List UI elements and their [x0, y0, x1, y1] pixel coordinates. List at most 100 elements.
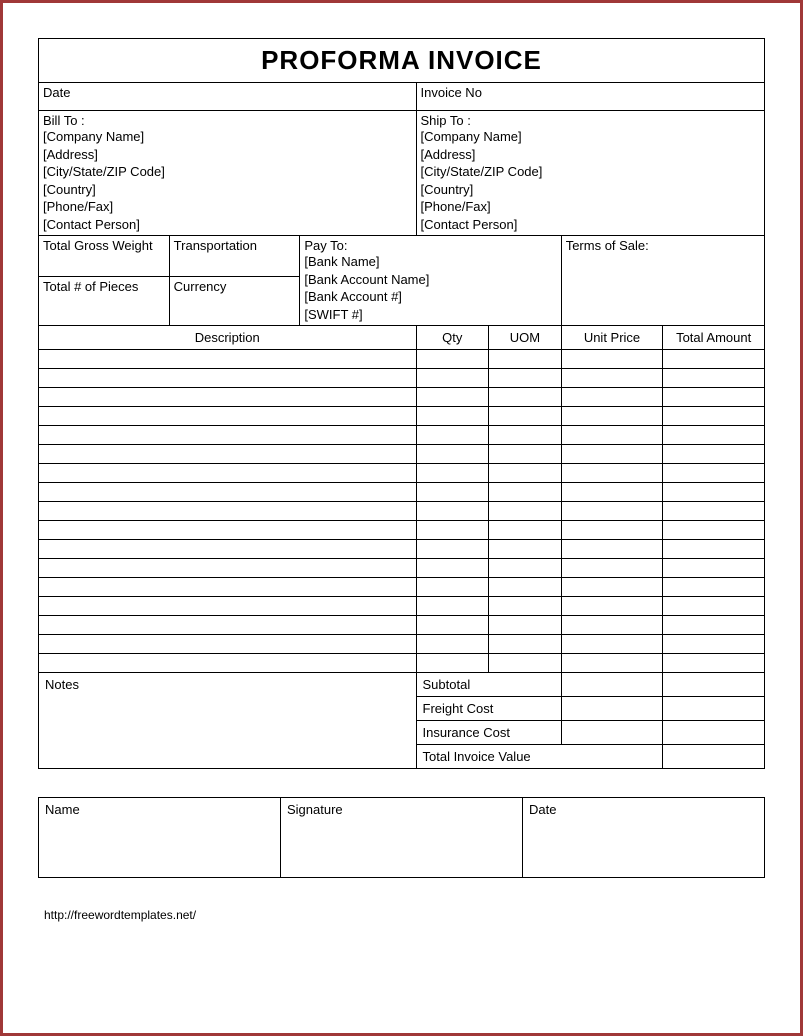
transportation-cell: Transportation [169, 236, 300, 277]
total-gross-weight-label: Total Gross Weight [43, 238, 153, 253]
signature-name-cell: Name [39, 798, 281, 878]
line-qty [416, 407, 489, 426]
line-description [39, 445, 417, 464]
line-item-row [39, 616, 765, 635]
line-qty [416, 464, 489, 483]
line-total [663, 540, 765, 559]
line-total [663, 635, 765, 654]
line-unit-price [561, 597, 663, 616]
line-unit-price [561, 521, 663, 540]
line-total [663, 388, 765, 407]
line-items-body [39, 350, 765, 673]
subtotal-label-cell: Subtotal [416, 673, 561, 697]
line-description [39, 559, 417, 578]
line-total [663, 559, 765, 578]
currency-label: Currency [174, 279, 227, 294]
line-uom [489, 502, 562, 521]
line-qty [416, 350, 489, 369]
address-line: [Phone/Fax] [43, 198, 412, 216]
line-unit-price [561, 445, 663, 464]
notes-label: Notes [45, 677, 79, 692]
line-unit-price [561, 464, 663, 483]
line-total [663, 654, 765, 673]
signature-signature-cell: Signature [281, 798, 523, 878]
line-total [663, 502, 765, 521]
line-unit-price [561, 350, 663, 369]
line-item-row [39, 445, 765, 464]
line-item-row [39, 407, 765, 426]
freight-label-cell: Freight Cost [416, 697, 561, 721]
line-qty [416, 502, 489, 521]
freight-unit-cell [561, 697, 663, 721]
line-description [39, 540, 417, 559]
currency-cell: Currency [169, 277, 300, 326]
line-uom [489, 616, 562, 635]
line-item-row [39, 483, 765, 502]
line-uom [489, 369, 562, 388]
address-line: [Bank Account Name] [304, 271, 556, 289]
date-cell: Date [39, 83, 417, 111]
ship-to-cell: Ship To : [Company Name][Address][City/S… [416, 111, 765, 236]
address-line: [Contact Person] [421, 216, 761, 234]
line-item-row [39, 426, 765, 445]
line-qty [416, 540, 489, 559]
line-unit-price [561, 483, 663, 502]
footer-url: http://freewordtemplates.net/ [44, 908, 765, 922]
line-qty [416, 559, 489, 578]
line-description [39, 407, 417, 426]
line-unit-price [561, 540, 663, 559]
invoice-no-label: Invoice No [421, 85, 482, 100]
address-line: [Address] [43, 146, 412, 164]
total-invoice-label-cell: Total Invoice Value [416, 745, 663, 769]
address-line: [Company Name] [43, 128, 412, 146]
line-description [39, 616, 417, 635]
col-uom: UOM [489, 326, 562, 350]
line-total [663, 521, 765, 540]
page-frame: PROFORMA INVOICE Date Invoice No Bill To… [0, 0, 803, 1036]
bill-to-lines: [Company Name][Address][City/State/ZIP C… [43, 128, 412, 233]
total-pieces-cell: Total # of Pieces [39, 277, 170, 326]
line-unit-price [561, 426, 663, 445]
line-item-row [39, 350, 765, 369]
signature-table: Name Signature Date [38, 797, 765, 878]
address-line: [Company Name] [421, 128, 761, 146]
address-line: [Phone/Fax] [421, 198, 761, 216]
insurance-amount-cell [663, 721, 765, 745]
line-item-row [39, 521, 765, 540]
line-description [39, 426, 417, 445]
line-unit-price [561, 559, 663, 578]
line-description [39, 483, 417, 502]
line-item-row [39, 635, 765, 654]
line-qty [416, 597, 489, 616]
line-qty [416, 654, 489, 673]
line-uom [489, 521, 562, 540]
line-uom [489, 597, 562, 616]
line-unit-price [561, 635, 663, 654]
col-qty: Qty [416, 326, 489, 350]
line-item-row [39, 578, 765, 597]
line-item-row [39, 369, 765, 388]
line-qty [416, 635, 489, 654]
invoice-no-cell: Invoice No [416, 83, 765, 111]
subtotal-unit-cell [561, 673, 663, 697]
line-description [39, 521, 417, 540]
col-total-amount: Total Amount [663, 326, 765, 350]
line-total [663, 483, 765, 502]
line-item-row [39, 597, 765, 616]
line-uom [489, 388, 562, 407]
line-total [663, 369, 765, 388]
ship-to-label: Ship To : [421, 113, 761, 128]
line-description [39, 597, 417, 616]
line-qty [416, 483, 489, 502]
line-qty [416, 578, 489, 597]
total-pieces-label: Total # of Pieces [43, 279, 138, 294]
signature-date-label: Date [529, 802, 556, 817]
line-item-row [39, 388, 765, 407]
line-qty [416, 369, 489, 388]
line-uom [489, 559, 562, 578]
subtotal-amount-cell [663, 673, 765, 697]
signature-date-cell: Date [523, 798, 765, 878]
freight-amount-cell [663, 697, 765, 721]
line-qty [416, 445, 489, 464]
line-item-row [39, 540, 765, 559]
